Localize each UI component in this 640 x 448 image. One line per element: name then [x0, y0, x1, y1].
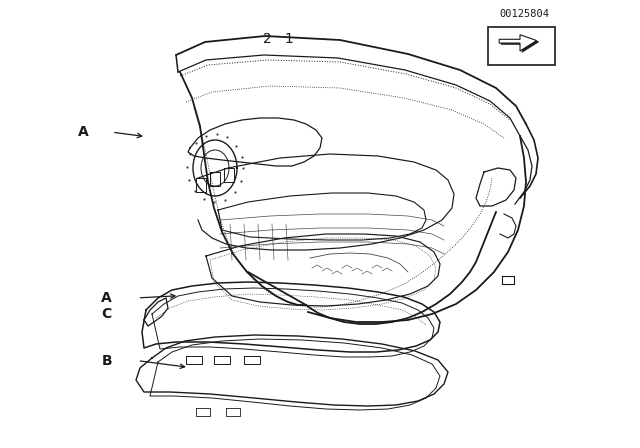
Bar [488, 27, 555, 65]
Polygon shape [499, 34, 537, 51]
Text: A: A [77, 125, 88, 139]
Text: A: A [101, 291, 112, 305]
Polygon shape [501, 36, 539, 52]
Text: 2   1: 2 1 [263, 32, 294, 47]
Text: C: C [102, 306, 112, 321]
Text: B: B [101, 353, 112, 368]
Text: 00125804: 00125804 [500, 9, 550, 19]
